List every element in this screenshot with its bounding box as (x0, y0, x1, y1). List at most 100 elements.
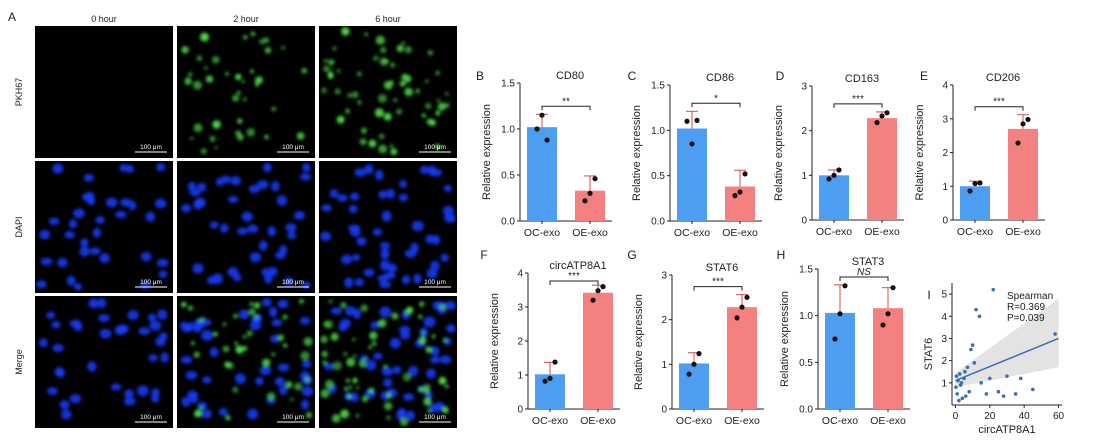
dapi-nucleus (97, 297, 107, 309)
row-label: Merge (14, 349, 24, 375)
dapi-nucleus (398, 193, 409, 202)
pkh67-signal (427, 409, 432, 414)
dapi-nucleus (271, 181, 280, 192)
pkh67-signal (322, 65, 330, 73)
dapi-nucleus (401, 274, 411, 285)
dapi-nucleus (419, 165, 430, 175)
pkh67-signal (242, 97, 247, 102)
y-tick-label: 1.5 (651, 81, 665, 92)
data-point (544, 137, 550, 143)
dapi-nucleus (227, 195, 239, 204)
dapi-nucleus (157, 309, 168, 320)
pkh67-signal (226, 362, 234, 370)
scatter-point (970, 343, 975, 347)
y-tick-label: 0.0 (501, 217, 515, 228)
pkh67-signal (347, 394, 352, 399)
pkh67-signal (383, 401, 393, 411)
pkh67-signal (327, 71, 334, 77)
data-point (832, 336, 838, 342)
pkh67-signal (330, 332, 339, 341)
dapi-nucleus (381, 210, 392, 222)
pkh67-signal (442, 337, 448, 343)
pkh67-signal (378, 144, 388, 154)
dapi-nucleus (399, 180, 408, 189)
scatter-point (956, 378, 960, 383)
dapi-nucleus (379, 280, 392, 289)
data-point (967, 188, 973, 194)
y-tick-label: 1.0 (799, 311, 813, 322)
dapi-nucleus (430, 346, 440, 357)
scatter-point (1030, 387, 1035, 392)
pkh67-signal (213, 331, 218, 337)
significance-label: ** (562, 96, 570, 107)
pkh67-signal (348, 385, 353, 390)
pkh67-signal (373, 55, 379, 61)
bar-chart-c: C CD86 0.0 0.5 1.0 1.5 Relative expression OC-e… (628, 69, 762, 239)
dapi-nucleus (341, 254, 353, 265)
dapi-nucleus (423, 316, 436, 328)
y-tick-label: 4 (517, 269, 523, 280)
dapi-nucleus (248, 184, 261, 194)
dapi-nucleus (431, 234, 441, 245)
pkh67-signal (434, 143, 441, 150)
pkh67-signal (211, 55, 220, 64)
dapi-nucleus (115, 210, 127, 219)
pkh67-signal (214, 146, 218, 150)
pkh67-signal (444, 102, 450, 108)
dapi-nucleus (426, 268, 438, 279)
y-axis-label: Relative expression (481, 104, 493, 200)
dapi-nucleus (377, 274, 389, 283)
data-point (977, 180, 983, 186)
data-point (732, 193, 738, 199)
panel-letter-i: I (927, 288, 930, 302)
dapi-nucleus (354, 168, 366, 178)
dapi-nucleus (262, 162, 272, 173)
dapi-nucleus (393, 365, 402, 375)
panel-letter-a: A (8, 10, 16, 24)
pkh67-signal (199, 406, 203, 411)
dapi-nucleus (336, 194, 348, 202)
dapi-nucleus (234, 373, 247, 385)
pkh67-signal (393, 98, 398, 103)
dapi-nucleus (201, 409, 213, 419)
dapi-nucleus (99, 252, 110, 264)
pkh67-signal (328, 59, 335, 66)
pkh67-signal (283, 343, 288, 348)
data-point (836, 167, 842, 173)
micrograph-tile: 100 μm (319, 161, 457, 293)
dapi-nucleus (181, 396, 191, 407)
dapi-nucleus (378, 190, 388, 199)
significance-bracket (691, 102, 741, 108)
pkh67-signal (324, 379, 335, 390)
dapi-nucleus (83, 173, 94, 182)
x-tick-label: OC-exo (674, 227, 710, 239)
pkh67-signal (277, 334, 285, 342)
x-tick-label: OE-exo (724, 415, 760, 427)
pkh67-signal (193, 123, 203, 133)
y-tick-label: 1.5 (501, 79, 515, 90)
significance-label: *** (712, 277, 724, 288)
pkh67-signal (190, 341, 195, 346)
dapi-nucleus (440, 355, 452, 364)
x-tick-label: OC-exo (816, 226, 852, 238)
pkh67-signal (232, 386, 239, 393)
pkh67-signal (296, 132, 305, 140)
pkh67-signal (346, 357, 356, 367)
dapi-nucleus (405, 410, 415, 421)
pkh67-signal (336, 69, 341, 73)
pkh67-signal (351, 337, 356, 342)
data-point (582, 198, 588, 204)
dapi-nucleus (201, 329, 213, 341)
y-axis-label: Relative expression (489, 293, 501, 389)
pkh67-signal (242, 345, 248, 352)
pkh67-signal (201, 33, 206, 38)
pkh67-signal (241, 80, 245, 84)
pkh67-signal (181, 46, 189, 54)
dapi-nucleus (154, 198, 167, 209)
y-tick-label: 4 (941, 312, 947, 323)
pkh67-signal (225, 415, 231, 421)
dapi-nucleus (89, 247, 101, 255)
dapi-nucleus (444, 213, 456, 223)
pkh67-signal (437, 102, 446, 111)
pkh67-signal (248, 308, 256, 316)
